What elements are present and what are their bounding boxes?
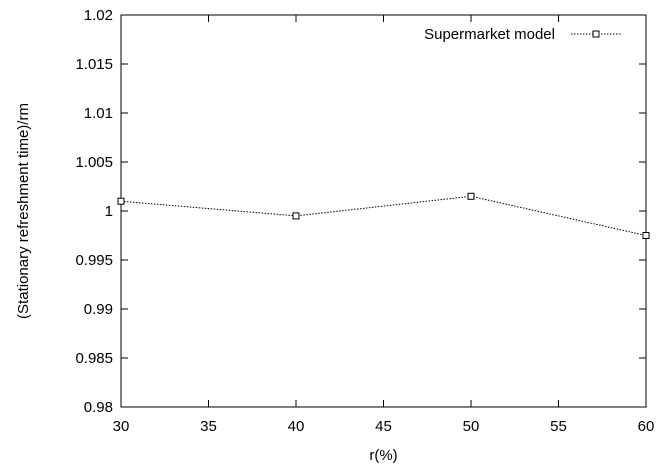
legend: Supermarket model [424,26,621,43]
y-tick-label: 1 [105,203,113,220]
plot-border [120,14,647,408]
y-tick-label: 1.005 [75,154,113,171]
x-tick-label: 40 [288,418,305,435]
data-point [117,197,125,205]
data-point [292,212,300,220]
series-line [120,195,647,236]
series-layer [117,192,650,239]
y-tick-label: 0.99 [84,301,113,318]
x-tick-label: 30 [113,418,130,435]
x-tick-label: 60 [638,418,655,435]
legend-label: Supermarket model [424,26,555,43]
x-axis-title: r(%) [369,447,397,464]
y-tick-label: 0.995 [75,252,113,269]
plot-area [120,14,647,408]
x-tick-label: 35 [200,418,217,435]
x-tick-label: 50 [463,418,480,435]
y-axis: 0.98 0.985 0.99 0.995 1 1.005 1.01 1.015 1.02 [75,7,646,416]
x-tick-label: 55 [550,418,567,435]
x-tick-label: 45 [375,418,392,435]
y-tick-label: 1.01 [84,105,113,122]
y-tick-label: 1.015 [75,56,113,73]
y-axis-title: (Stationary refreshment time)/rm [15,103,32,319]
y-tick-label: 1.02 [84,7,113,24]
y-tick-label: 0.985 [75,350,113,367]
data-point [642,232,650,239]
x-axis: 30 35 40 45 50 55 60 [113,15,655,435]
y-tick-label: 0.98 [84,399,113,416]
data-point [467,192,475,200]
legend-marker-sample [592,30,600,38]
